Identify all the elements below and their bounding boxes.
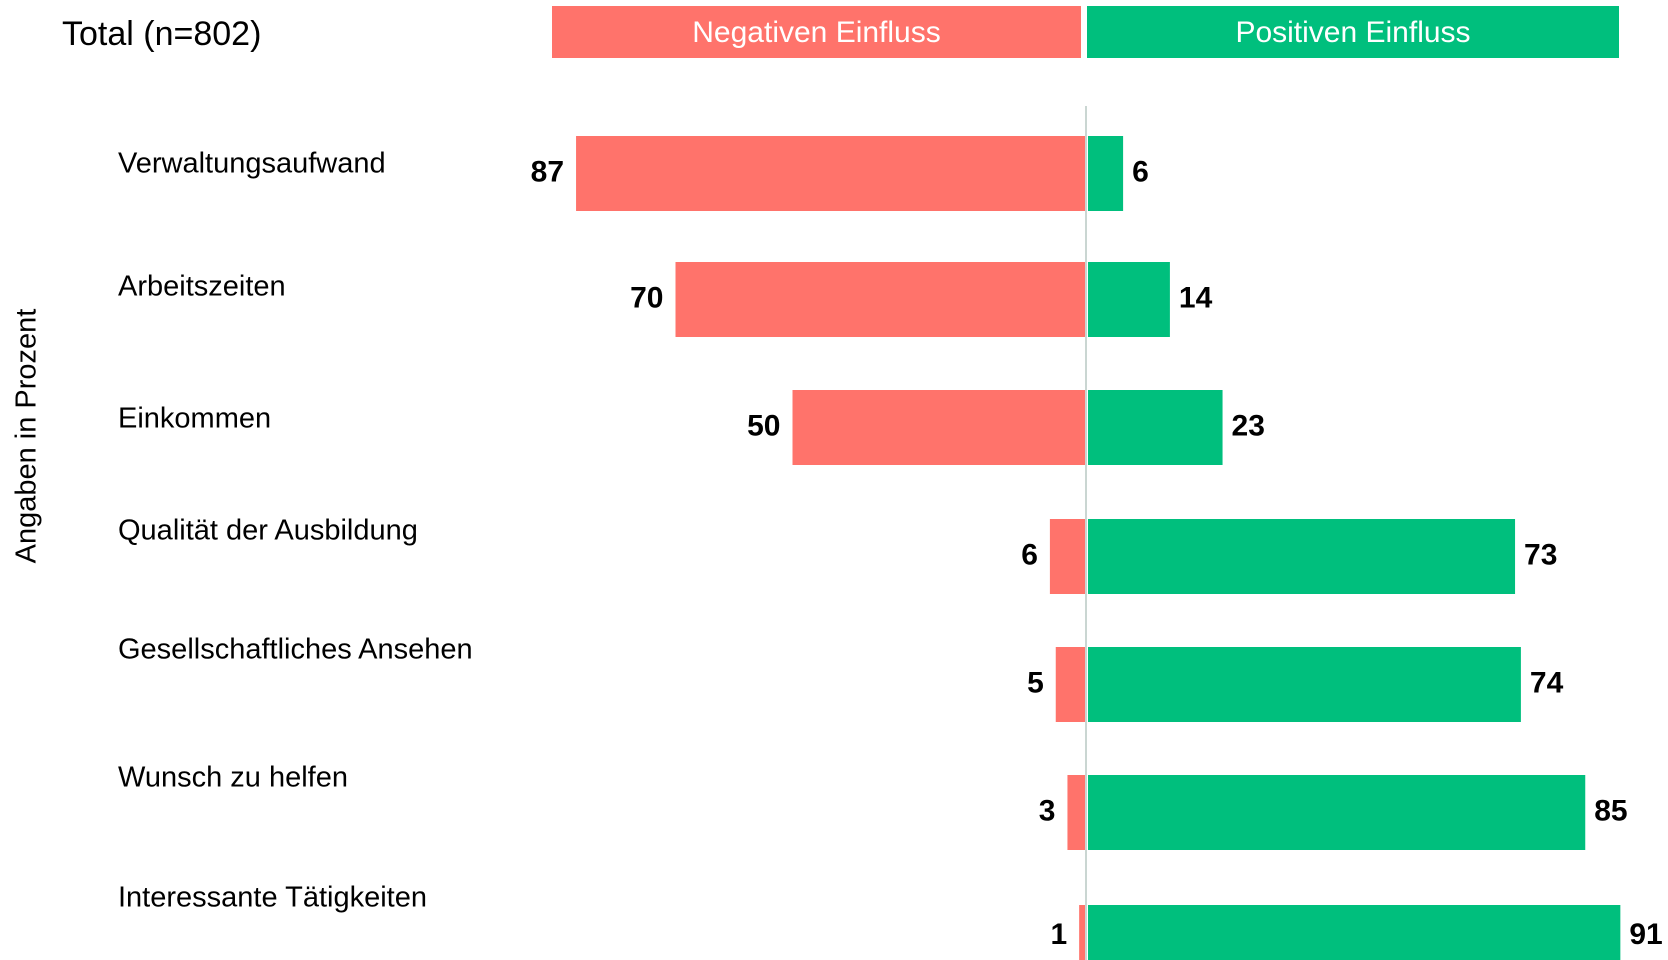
bar-positive [1088,647,1521,722]
bar-negative [675,262,1085,337]
category-label: Verwaltungsaufwand [118,148,386,180]
category-label: Wunsch zu helfen [118,762,348,794]
legend-label: Negativen Einfluss [692,16,940,49]
chart-title: Total (n=802) [62,15,261,53]
bar-positive [1088,262,1170,337]
value-label: 6 [1132,155,1149,188]
bar-negative [1055,647,1085,722]
category-label: Qualität der Ausbildung [118,515,418,547]
category-label: Arbeitszeiten [118,271,286,303]
bar-negative [792,390,1085,465]
bar-positive [1088,519,1516,594]
value-label: 5 [1027,666,1044,699]
category-label: Interessante Tätigkeiten [118,882,427,914]
bar-positive [1088,136,1124,211]
y-axis-label: Angaben in Prozent [11,309,43,564]
value-label: 1 [1050,918,1067,951]
value-label: 23 [1232,409,1265,442]
bar-negative [1079,905,1085,960]
legend-box [552,6,1081,58]
bar-negative [576,136,1085,211]
category-label: Gesellschaftliches Ansehen [118,634,473,666]
bar-positive [1088,390,1223,465]
value-label: 50 [747,409,780,442]
value-label: 73 [1524,538,1557,571]
value-label: 3 [1039,794,1056,827]
bar-negative [1067,775,1085,850]
legend-label: Positiven Einfluss [1235,16,1470,49]
bar-positive [1088,905,1621,960]
bar-positive [1088,775,1586,850]
category-label: Einkommen [118,403,271,435]
legend-box [1087,6,1619,58]
bar-negative [1049,519,1085,594]
value-label: 74 [1530,666,1564,699]
value-label: 70 [630,281,663,314]
value-label: 14 [1179,281,1213,314]
value-label: 6 [1021,538,1038,571]
value-label: 87 [531,155,564,188]
value-label: 85 [1594,794,1627,827]
value-label: 91 [1629,918,1662,951]
